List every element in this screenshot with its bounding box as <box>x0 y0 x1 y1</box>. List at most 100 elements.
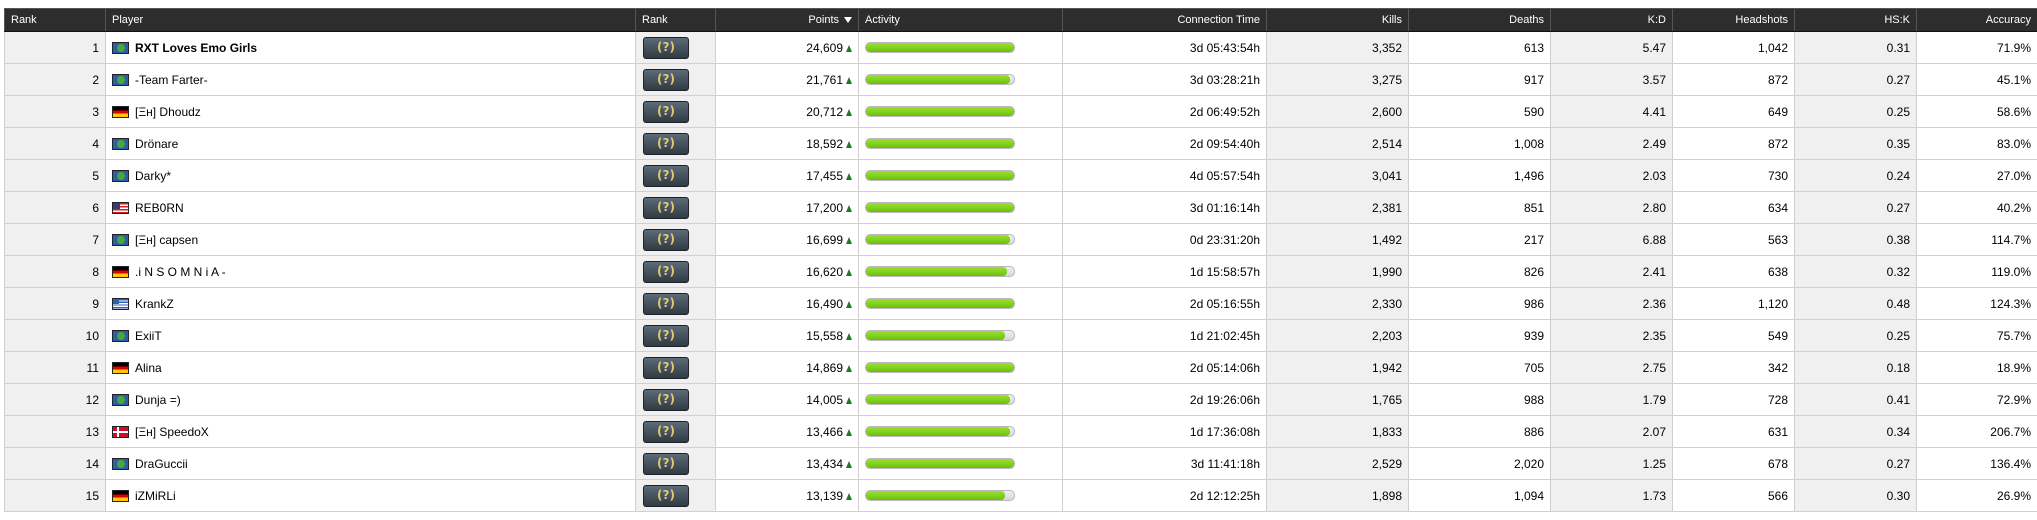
connection-time-cell: 2d 12:12:25h <box>1062 479 1267 512</box>
player-name-link[interactable]: DraGuccii <box>135 456 188 471</box>
header-kd[interactable]: K:D <box>1550 8 1673 32</box>
connection-time-cell: 3d 03:28:21h <box>1062 63 1267 96</box>
activity-bar-fill <box>866 75 1010 84</box>
kills-cell: 1,492 <box>1266 223 1409 256</box>
table-row[interactable]: 15 iZMiRLi (?) 13,139 2d 12:12:25h 1,898 1,094… <box>4 479 2037 512</box>
table-row[interactable]: 1 RXT Loves Emo Girls (?) 24,609 3d 05:43:54… <box>4 31 2037 64</box>
trend-up-arrow-icon <box>846 204 852 212</box>
rank-badge-cell: (?) <box>635 447 716 480</box>
table-row[interactable]: 5 Darky* (?) 17,455 4d 05:57:54h 3,041 1,496 2.… <box>4 159 2037 192</box>
player-name-link[interactable]: [Ξн] SpeedoX <box>135 424 209 439</box>
player-name-link[interactable]: Drönare <box>135 136 179 151</box>
kills-cell: 2,381 <box>1266 191 1409 224</box>
kills-cell: 1,833 <box>1266 415 1409 448</box>
headshots-cell: 631 <box>1672 415 1795 448</box>
table-row[interactable]: 13 [Ξн] SpeedoX (?) 13,466 1d 17:36:08h 1,833… <box>4 415 2037 448</box>
rank-cell: 1 <box>4 31 106 64</box>
table-row[interactable]: 9 KrankZ (?) 16,490 2d 05:16:55h 2,330 986 2.36… <box>4 287 2037 320</box>
player-name-link[interactable]: .i N S O M N i A - <box>135 264 226 279</box>
flag-de-icon <box>112 266 129 279</box>
player-name-link[interactable]: Darky* <box>135 168 172 183</box>
kd-cell: 3.57 <box>1550 63 1673 96</box>
flag-de-icon <box>112 106 129 119</box>
connection-time-cell: 2d 05:14:06h <box>1062 351 1267 384</box>
deaths-cell: 2,020 <box>1408 447 1551 480</box>
player-name-link[interactable]: iZMiRLi <box>135 488 176 503</box>
rank-cell: 11 <box>4 351 106 384</box>
table-row[interactable]: 14 DraGuccii (?) 13,434 3d 11:41:18h 2,529 2,0… <box>4 447 2037 480</box>
header-activity[interactable]: Activity <box>858 8 1063 32</box>
table-row[interactable]: 2 -Team Farter- (?) 21,761 3d 03:28:21h 3,275… <box>4 63 2037 96</box>
table-row[interactable]: 10 ExiiT (?) 15,558 1d 21:02:45h 2,203 939 2.35… <box>4 319 2037 352</box>
player-name-link[interactable]: Alina <box>135 360 162 375</box>
header-hsk[interactable]: HS:K <box>1794 8 1917 32</box>
table-row[interactable]: 6 REB0RN (?) 17,200 3d 01:16:14h 2,381 851 2.80… <box>4 191 2037 224</box>
header-deaths[interactable]: Deaths <box>1408 8 1551 32</box>
kills-cell: 3,041 <box>1266 159 1409 192</box>
headshots-cell: 730 <box>1672 159 1795 192</box>
activity-bar-fill <box>866 331 1006 340</box>
header-headshots[interactable]: Headshots <box>1672 8 1795 32</box>
headshots-cell: 638 <box>1672 255 1795 288</box>
deaths-cell: 986 <box>1408 287 1551 320</box>
kills-cell: 1,990 <box>1266 255 1409 288</box>
kills-cell: 2,203 <box>1266 319 1409 352</box>
deaths-cell: 705 <box>1408 351 1551 384</box>
header-accuracy[interactable]: Accuracy <box>1916 8 2037 32</box>
hsk-cell: 0.25 <box>1794 319 1917 352</box>
rank-cell: 12 <box>4 383 106 416</box>
table-row[interactable]: 4 Drönare (?) 18,592 2d 09:54:40h 2,514 1,008 2… <box>4 127 2037 160</box>
header-connection-time[interactable]: Connection Time <box>1062 8 1267 32</box>
header-rank[interactable]: Rank <box>4 8 106 32</box>
hsk-cell: 0.24 <box>1794 159 1917 192</box>
kills-cell: 1,765 <box>1266 383 1409 416</box>
headshots-cell: 872 <box>1672 127 1795 160</box>
player-name-link[interactable]: ExiiT <box>135 328 162 343</box>
headshots-cell: 563 <box>1672 223 1795 256</box>
table-row[interactable]: 7 [Ξн] capsen (?) 16,699 0d 23:31:20h 1,492 21… <box>4 223 2037 256</box>
header-rank-badge[interactable]: Rank <box>635 8 716 32</box>
flag-world-icon <box>112 234 129 247</box>
rank-cell: 8 <box>4 255 106 288</box>
trend-up-arrow-icon <box>846 364 852 372</box>
player-name-link[interactable]: RXT Loves Emo Girls <box>135 40 258 55</box>
table-row[interactable]: 8 .i N S O M N i A - (?) 16,620 1d 15:58:57h… <box>4 255 2037 288</box>
player-name-link[interactable]: Dunja =) <box>135 392 181 407</box>
player-name-link[interactable]: REB0RN <box>135 200 184 215</box>
player-cell: Darky* <box>105 159 636 192</box>
headshots-cell: 549 <box>1672 319 1795 352</box>
player-cell: [Ξн] SpeedoX <box>105 415 636 448</box>
player-name-link[interactable]: KrankZ <box>135 296 174 311</box>
rank-cell: 3 <box>4 95 106 128</box>
rank-badge-cell: (?) <box>635 95 716 128</box>
player-cell: KrankZ <box>105 287 636 320</box>
table-row[interactable]: 11 Alina (?) 14,869 2d 05:14:06h 1,942 705 2.75… <box>4 351 2037 384</box>
player-name-link[interactable]: -Team Farter- <box>135 72 208 87</box>
accuracy-cell: 75.7% <box>1916 319 2037 352</box>
kills-cell: 2,600 <box>1266 95 1409 128</box>
activity-cell <box>858 319 1063 352</box>
header-points[interactable]: Points <box>715 8 859 32</box>
activity-cell <box>858 415 1063 448</box>
deaths-cell: 886 <box>1408 415 1551 448</box>
rank-badge-unknown-icon: (?) <box>643 164 689 187</box>
rank-badge-cell: (?) <box>635 191 716 224</box>
table-row[interactable]: 12 Dunja =) (?) 14,005 2d 19:26:06h 1,765 988 1… <box>4 383 2037 416</box>
hsk-cell: 0.18 <box>1794 351 1917 384</box>
points-cell: 20,712 <box>715 95 859 128</box>
rank-cell: 4 <box>4 127 106 160</box>
player-name-link[interactable]: [Ξн] capsen <box>135 232 199 247</box>
flag-world-icon <box>112 330 129 343</box>
rank-badge-glyph: (?) <box>657 135 675 150</box>
player-name-link[interactable]: [Ξн] Dhoudz <box>135 104 201 119</box>
player-rankings-table: Rank Player Rank Points Activity Connect… <box>4 8 2037 512</box>
trend-up-arrow-icon <box>846 76 852 84</box>
table-row[interactable]: 3 [Ξн] Dhoudz (?) 20,712 2d 06:49:52h 2,600 59… <box>4 95 2037 128</box>
rank-badge-unknown-icon: (?) <box>643 452 689 475</box>
rank-badge-cell: (?) <box>635 127 716 160</box>
connection-time-cell: 3d 05:43:54h <box>1062 31 1267 64</box>
rank-badge-unknown-icon: (?) <box>643 196 689 219</box>
header-player[interactable]: Player <box>105 8 636 32</box>
header-kills[interactable]: Kills <box>1266 8 1409 32</box>
flag-gr-icon <box>112 298 129 311</box>
